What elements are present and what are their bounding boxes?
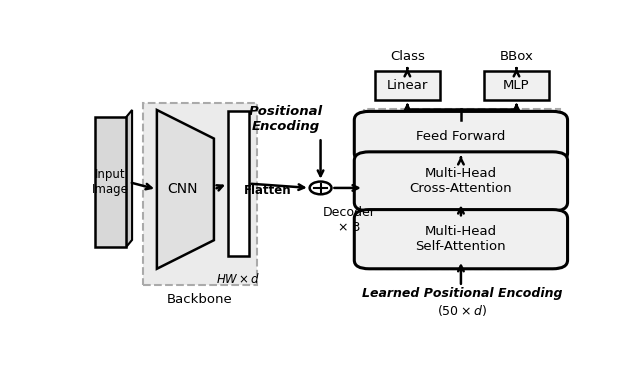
- Text: MLP: MLP: [503, 79, 530, 92]
- Text: CNN: CNN: [167, 182, 198, 196]
- Bar: [228, 111, 248, 256]
- Polygon shape: [126, 110, 132, 247]
- FancyBboxPatch shape: [355, 152, 568, 211]
- Text: Feed Forward: Feed Forward: [416, 130, 506, 143]
- Bar: [364, 108, 559, 269]
- Polygon shape: [157, 110, 214, 269]
- Text: Multi-Head
Cross-Attention: Multi-Head Cross-Attention: [410, 167, 512, 195]
- FancyBboxPatch shape: [355, 210, 568, 269]
- Text: BBox: BBox: [500, 50, 533, 63]
- Bar: [95, 117, 126, 247]
- Text: Multi-Head
Self-Attention: Multi-Head Self-Attention: [415, 225, 506, 253]
- Text: Learned Positional Encoding
$(50 \times d)$: Learned Positional Encoding $(50 \times …: [362, 287, 562, 318]
- Text: Input
Image: Input Image: [92, 168, 129, 196]
- Text: Flatten: Flatten: [244, 184, 291, 197]
- FancyBboxPatch shape: [355, 111, 568, 162]
- Text: Linear: Linear: [387, 79, 428, 92]
- Bar: [143, 103, 257, 285]
- Bar: [484, 71, 548, 100]
- Bar: [375, 71, 440, 100]
- Text: Decoder
× 3: Decoder × 3: [323, 206, 376, 234]
- Text: Class: Class: [390, 50, 425, 63]
- Text: Positional
Encoding: Positional Encoding: [249, 105, 323, 133]
- Text: Backbone: Backbone: [167, 292, 233, 306]
- Text: $HW \times d$: $HW \times d$: [216, 272, 260, 286]
